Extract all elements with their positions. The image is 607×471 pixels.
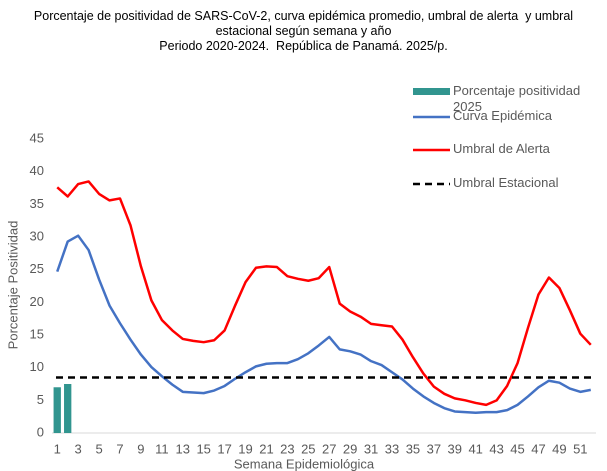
x-tick-label: 29 [343,441,357,456]
x-tick-label: 35 [406,441,420,456]
x-tick-label: 9 [137,441,144,456]
x-tick-label: 31 [364,441,378,456]
y-tick-label: 35 [30,196,44,211]
bar [64,384,72,433]
y-tick-label: 10 [30,359,44,374]
x-tick-label: 37 [427,441,441,456]
x-tick-label: 5 [95,441,102,456]
y-tick-label: 15 [30,326,44,341]
y-tick-label: 30 [30,228,44,243]
line [56,234,591,414]
x-tick-label: 49 [552,441,566,456]
x-tick-label: 15 [196,441,210,456]
legend-label: Porcentaje positividad 2025 [453,83,581,114]
x-axis-title: Semana Epidemiológica [234,456,375,471]
y-tick-label: 20 [30,294,44,309]
y-tick-label: 40 [30,163,44,178]
x-tick-label: 47 [531,441,545,456]
x-tick-label: 41 [468,441,482,456]
x-tick-label: 3 [75,441,82,456]
chart-title: Porcentaje de positividad de SARS-CoV-2,… [33,9,577,38]
x-tick-label: 39 [448,441,462,456]
chart-subtitle: Periodo 2020-2024. República de Panamá. … [159,39,448,53]
x-tick-label: 17 [217,441,231,456]
x-tick-label: 7 [116,441,123,456]
legend-swatch [413,88,450,95]
x-tick-label: 1 [54,441,61,456]
x-tick-label: 25 [301,441,315,456]
x-tick-label: 27 [322,441,336,456]
x-tick-label: 23 [280,441,294,456]
x-tick-label: 13 [176,441,190,456]
x-tick-label: 11 [155,441,169,456]
y-tick-label: 0 [37,424,44,439]
x-tick-label: 45 [510,441,524,456]
y-tick-label: 45 [30,130,44,145]
x-tick-label: 43 [489,441,503,456]
x-tick-label: 21 [259,441,273,456]
y-axis-title: Porcentaje Positividad [5,221,20,350]
x-tick-label: 33 [385,441,399,456]
x-tick-label: 19 [238,441,252,456]
legend-label: Curva Epidémica [453,108,552,123]
legend-label: Umbral Estacional [453,175,559,190]
x-tick-label: 51 [573,441,587,456]
legend-label: Umbral de Alerta [453,141,550,156]
bar [53,387,61,433]
line [56,180,592,407]
y-tick-label: 5 [37,392,44,407]
y-tick-label: 25 [30,261,44,276]
